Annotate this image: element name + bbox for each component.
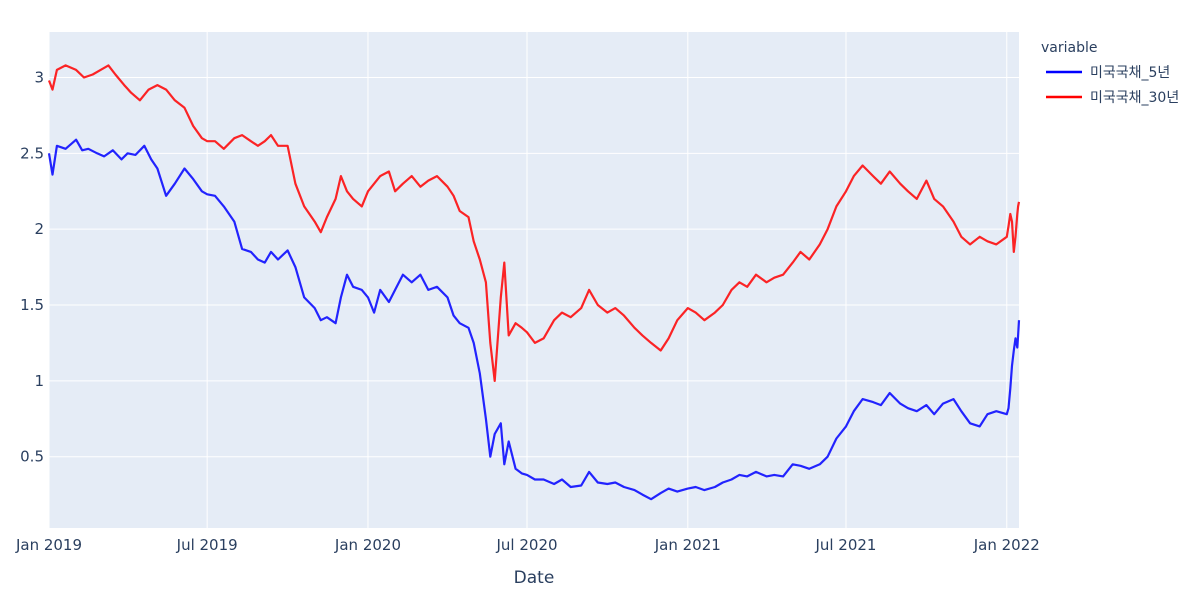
legend-title: variable bbox=[1041, 40, 1097, 56]
x-tick-label: Jul 2021 bbox=[814, 536, 876, 554]
x-tick-label: Jul 2020 bbox=[495, 536, 557, 554]
plot-background bbox=[49, 32, 1019, 528]
gridlines bbox=[48, 32, 1019, 528]
series-line-1 bbox=[47, 64, 1021, 382]
y-tick-label: 1.5 bbox=[20, 296, 44, 314]
y-tick-label: 2.5 bbox=[20, 144, 44, 162]
series-line-0 bbox=[47, 138, 1021, 501]
x-axis-title: Date bbox=[514, 568, 555, 588]
y-tick-label: 2 bbox=[34, 220, 44, 238]
y-tick-label: 0.5 bbox=[20, 448, 44, 466]
series-lines bbox=[47, 64, 1021, 501]
legend-label-1: 미국국채_30년 bbox=[1090, 90, 1179, 106]
x-tick-label: Jan 2022 bbox=[973, 536, 1040, 554]
x-tick-label: Jan 2020 bbox=[334, 536, 401, 554]
y-tick-label: 3 bbox=[34, 69, 44, 87]
x-tick-label: Jan 2019 bbox=[15, 536, 82, 554]
y-tick-label: 1 bbox=[34, 372, 44, 390]
legend-label-0: 미국국채_5년 bbox=[1090, 65, 1170, 81]
y-axis-ticks: 0.5 1 1.5 2 2.5 3 bbox=[20, 69, 44, 466]
x-tick-label: Jan 2021 bbox=[654, 536, 721, 554]
x-tick-label: Jul 2019 bbox=[176, 536, 238, 554]
x-axis-ticks: Jan 2019 Jul 2019 Jan 2020 Jul 2020 Jan 2021… bbox=[15, 536, 1040, 554]
